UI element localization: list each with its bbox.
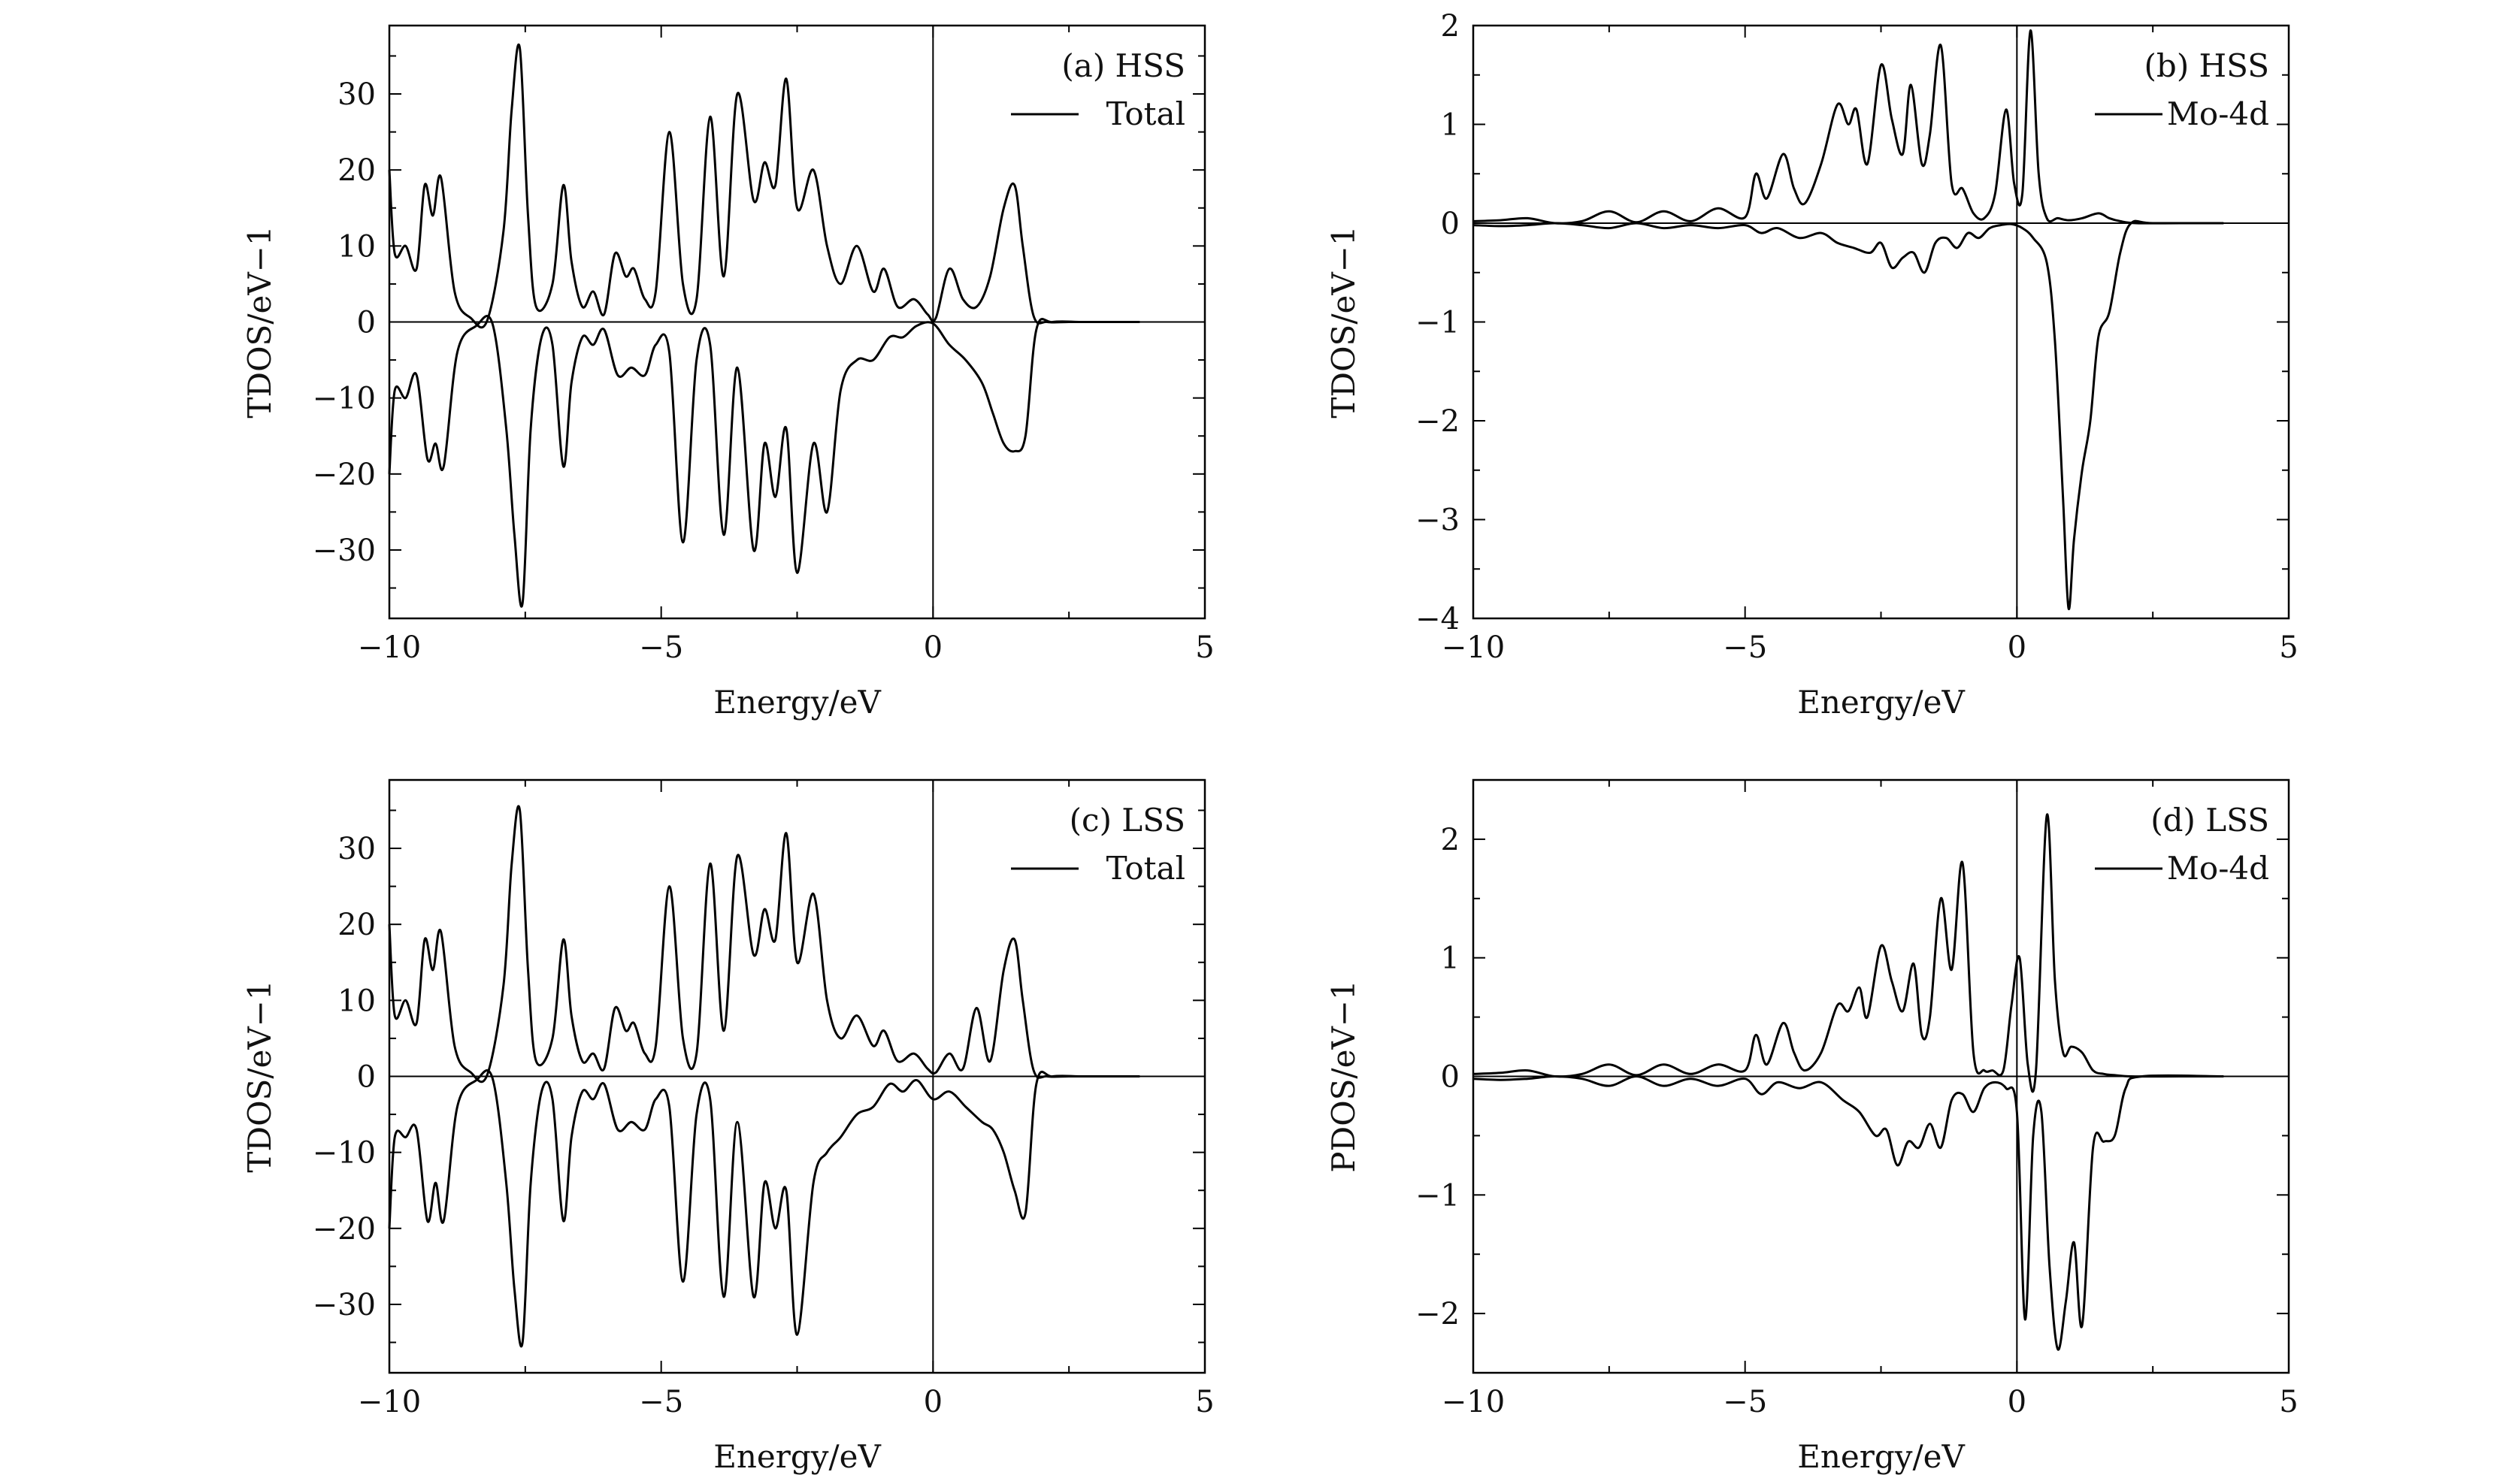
y-tick-label: 10 [337, 984, 376, 1018]
x-axis-label: Energy/eV [713, 1438, 881, 1475]
chart-panel-0: −10 −5 0 5 30 20 10 0 −10 −20 −30 Energy/eV TDOS/eV−… [241, 24, 1215, 721]
y-tick-label: 1 [1441, 941, 1460, 976]
x-tick-label: 0 [924, 1385, 943, 1419]
x-tick-label: −10 [358, 630, 421, 665]
x-axis-label: Energy/eV [713, 684, 881, 721]
y-axis-label: TDOS/eV−1 [241, 980, 278, 1172]
x-tick-label: 0 [924, 630, 943, 665]
series-line-spin-down [388, 1069, 1140, 1348]
y-tick-label: 0 [1441, 207, 1460, 241]
y-axis-label: PDOS/eV−1 [1325, 980, 1362, 1172]
x-tick-label: 5 [1195, 630, 1214, 665]
panel-label: (b) HSS [2144, 47, 2269, 84]
y-tick-label: −20 [313, 1212, 376, 1247]
panel-label: (d) LSS [2150, 802, 2269, 839]
y-tick-label: −30 [313, 1288, 376, 1322]
panel-label: (a) HSS [1061, 47, 1185, 84]
y-tick-label: 0 [1441, 1060, 1460, 1095]
y-tick-label: −2 [1415, 1297, 1460, 1331]
y-tick-label: 30 [337, 77, 376, 112]
panel-label: (c) LSS [1070, 802, 1185, 839]
x-tick-label: −5 [1723, 630, 1767, 665]
y-tick-label: −4 [1415, 602, 1460, 636]
x-tick-label: 5 [2279, 1385, 2298, 1419]
x-tick-label: 5 [1195, 1385, 1214, 1419]
x-tick-label: 0 [2008, 1385, 2026, 1419]
series-line-spin-down [1472, 1074, 2224, 1351]
y-tick-label: 10 [337, 229, 376, 264]
series-line-spin-down [1472, 219, 2224, 610]
series-line-spin-down [388, 315, 1140, 608]
y-tick-label: 20 [337, 908, 376, 942]
y-tick-label: 2 [1441, 823, 1460, 857]
y-tick-label: 30 [337, 832, 376, 866]
y-axis-label: TDOS/eV−1 [1325, 225, 1362, 418]
x-tick-label: −5 [1723, 1385, 1767, 1419]
x-axis-label: Energy/eV [1797, 684, 1965, 721]
x-tick-label: −10 [1442, 1385, 1505, 1419]
legend-label: Total [1106, 850, 1185, 887]
x-tick-label: −5 [639, 630, 683, 665]
series-line-spin-up [388, 43, 1140, 329]
y-tick-label: 2 [1441, 9, 1460, 44]
y-tick-label: −2 [1415, 404, 1460, 439]
series-line-spin-up [388, 805, 1140, 1084]
y-tick-label: 0 [357, 1060, 376, 1095]
x-tick-label: 5 [2279, 630, 2298, 665]
x-tick-label: 0 [2008, 630, 2026, 665]
y-tick-label: −3 [1415, 503, 1460, 538]
x-tick-label: −10 [1442, 630, 1505, 665]
chart-panel-1: −10 −5 0 5 2 1 0 −1 −2 −3 −4 Energy/eV TDOS/eV−1 (b) … [1325, 9, 2299, 721]
y-tick-label: −10 [313, 382, 376, 416]
y-axis-label: TDOS/eV−1 [241, 225, 278, 418]
y-tick-label: −1 [1415, 1178, 1460, 1213]
series-line-spin-up [1472, 29, 2224, 225]
series-line-spin-up [1472, 813, 2224, 1093]
x-tick-label: −5 [639, 1385, 683, 1419]
legend-label: Mo-4d [2167, 95, 2269, 132]
y-tick-label: 20 [337, 153, 376, 188]
legend-label: Total [1106, 95, 1185, 132]
y-tick-label: 1 [1441, 108, 1460, 143]
y-tick-label: −20 [313, 458, 376, 492]
x-tick-label: −10 [358, 1385, 421, 1419]
y-tick-label: −10 [313, 1136, 376, 1171]
y-tick-label: −1 [1415, 306, 1460, 340]
chart-panel-2: −10 −5 0 5 30 20 10 0 −10 −20 −30 Energy/eV TDOS/eV−… [241, 778, 1215, 1475]
y-tick-label: 0 [357, 306, 376, 340]
x-axis-label: Energy/eV [1797, 1438, 1965, 1475]
chart-panel-3: −10 −5 0 5 2 1 0 −1 −2 Energy/eV PDOS/eV−1 (d) LSS M… [1325, 778, 2299, 1475]
y-tick-label: −30 [313, 533, 376, 568]
legend-label: Mo-4d [2167, 850, 2269, 887]
